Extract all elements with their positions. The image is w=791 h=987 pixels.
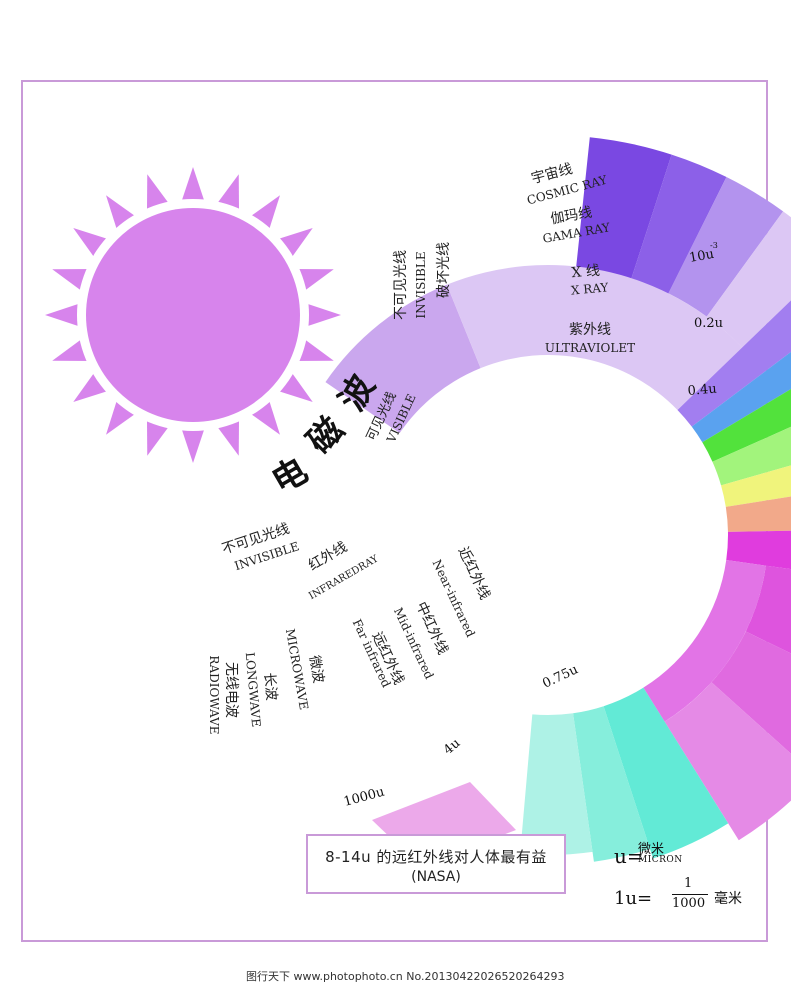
label-microwave-cn: 微波: [306, 654, 327, 684]
label-uv-cn: 紫外线: [569, 322, 611, 338]
unit-legend: u= 微米 MICRON 1u= 1 1000 毫米: [614, 838, 764, 918]
label-invisible-short-sub: 破坏光线: [436, 242, 452, 298]
label-gama-cn: 伽玛线: [549, 205, 593, 228]
band-violet: [677, 300, 791, 427]
unit-micron-cn: 微米: [638, 842, 665, 857]
label-longwave-cn: 长波: [261, 672, 279, 701]
note-line2: (NASA): [411, 869, 461, 885]
unit-mm: 毫米: [714, 891, 742, 907]
unit-frac-den: 1000: [672, 896, 706, 911]
band-near-ir: [745, 565, 791, 654]
band-cosmic: [573, 137, 672, 307]
band-green: [702, 388, 791, 462]
unit-frac-num: 1: [684, 876, 693, 891]
label-longwave-en: LONGWAVE: [243, 652, 263, 728]
unit-one-u: 1u=: [614, 888, 653, 909]
band-blue: [691, 351, 791, 443]
label-near-ir-cn: 近红外线: [455, 545, 493, 603]
note-line1: 8-14u 的远红外线对人体最有益: [325, 848, 547, 866]
band-radio: [520, 713, 593, 855]
tick-1000u: 1000u: [342, 785, 386, 810]
title-char-2: 磁: [300, 410, 352, 462]
tick-0.4u: 0.4u: [687, 382, 717, 399]
band-yellow: [721, 465, 791, 507]
unit-frac-bar: [672, 894, 708, 895]
label-xray-cn: X 线: [571, 263, 601, 281]
sun-ray: [180, 167, 206, 206]
sun-ray: [302, 302, 341, 328]
band-magenta: [726, 530, 791, 570]
unit-micron-en: MICRON: [638, 855, 683, 865]
band-longwave: [573, 706, 650, 862]
label-radio-en: RADIOWAVE: [207, 655, 221, 734]
tick-0.75u: 0.75u: [540, 662, 580, 691]
label-radio-cn: 无线电波: [223, 662, 239, 718]
band-uv: [706, 211, 791, 348]
sun-icon: [45, 167, 341, 463]
sun-ray: [45, 302, 84, 328]
tick-exp: -3: [710, 241, 718, 250]
band-far-ir: [664, 682, 791, 841]
label-infrared-cn: 红外线: [306, 539, 350, 574]
band-gama: [626, 154, 727, 307]
note-box: 8-14u 的远红外线对人体最有益 (NASA): [306, 834, 566, 894]
label-invisible-short-en: INVISIBLE: [414, 251, 428, 318]
band-lightgreen: [712, 426, 791, 486]
label-uv-en: ULTRAVIOLET: [545, 341, 635, 355]
title-char-1: 电: [265, 450, 314, 502]
footer-credit: 图行天下 www.photophoto.cn No.20130422026520…: [246, 970, 565, 983]
band-xray: [668, 177, 784, 317]
tick-0.2u: 0.2u: [694, 316, 723, 331]
band-mid-ir: [711, 631, 791, 754]
unit-u: u=: [614, 844, 644, 868]
tick-4u: 4u: [441, 736, 463, 758]
band-orange: [725, 496, 791, 532]
band-uv-inner: [446, 265, 743, 410]
sun-ray: [180, 424, 206, 463]
band-infrared-inner: [643, 560, 766, 722]
tick-10u: 10u: [688, 247, 715, 266]
label-invisible-short-cn: 不可见光线: [393, 250, 409, 320]
band-invisible-short: [325, 284, 481, 434]
label-xray-en: X RAY: [570, 280, 610, 297]
label-microwave-en: MICROWAVE: [283, 628, 311, 711]
sun-disc: [86, 208, 300, 422]
band-microwave: [603, 687, 729, 859]
